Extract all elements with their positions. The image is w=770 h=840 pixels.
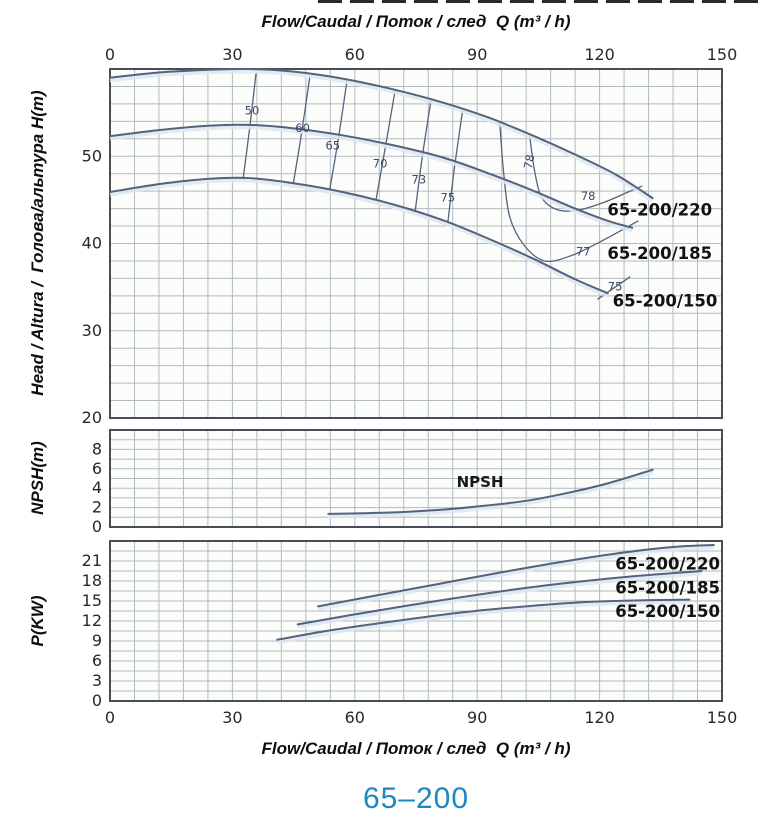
- label-NPSH: NPSH: [457, 473, 504, 491]
- head-curve-65-200-185: [109, 123, 634, 229]
- head-curve-65-200-150: [109, 176, 609, 295]
- xtick-top: 0: [105, 45, 115, 64]
- power-curve-65-200-185: [296, 570, 703, 626]
- efficiency-contour-78: [528, 133, 643, 212]
- npsh-ytick: 0: [92, 517, 102, 536]
- xtick-bottom: 90: [467, 708, 487, 727]
- power-ytick: 3: [92, 671, 102, 690]
- head-frame: [109, 68, 723, 419]
- xtick-top: 120: [584, 45, 615, 64]
- label-50: 50: [245, 103, 260, 117]
- power-ytick: 0: [92, 691, 102, 710]
- label-65-200-220: 65-200/220: [615, 555, 720, 574]
- power-ytick: 12: [82, 611, 102, 630]
- npsh-frame: [109, 429, 723, 528]
- xtick-bottom: 150: [707, 708, 738, 727]
- efficiency-contour-60: [292, 75, 311, 185]
- xtick-bottom: 30: [222, 708, 242, 727]
- npsh-curve-NPSH: [327, 468, 654, 515]
- efficiency-contour-70: [375, 89, 396, 200]
- npsh-ytick: 2: [92, 498, 102, 517]
- label-70: 70: [373, 157, 388, 171]
- label-77: 77: [576, 245, 591, 259]
- xtick-top: 30: [222, 45, 242, 64]
- label-65-200-185: 65-200/185: [607, 244, 712, 263]
- label-65-200-220: 65-200/220: [607, 201, 712, 220]
- power-ytick: 9: [92, 631, 102, 650]
- power-ytick: 21: [82, 551, 102, 570]
- xtick-bottom: 0: [105, 708, 115, 727]
- bottom-axis-title: Flow/Caudal / Поток / след Q (m³ / h): [261, 739, 571, 758]
- power-ytick: 18: [82, 571, 102, 590]
- label-75: 75: [441, 191, 456, 205]
- power-ytick: 15: [82, 591, 102, 610]
- xtick-bottom: 120: [584, 708, 615, 727]
- head-ytick: 30: [82, 321, 102, 340]
- top-axis-title: Flow/Caudal / Поток / след Q (m³ / h): [261, 12, 571, 31]
- xtick-top: 150: [707, 45, 738, 64]
- label-60: 60: [295, 121, 310, 135]
- power-ytick: 6: [92, 651, 102, 670]
- power-frame: [109, 540, 723, 702]
- label-78: 78: [581, 189, 596, 203]
- page-title: 65–200: [362, 782, 470, 815]
- efficiency-contour-75: [447, 108, 464, 223]
- head-ytick: 50: [82, 146, 102, 165]
- head-curve-65-200-220: [109, 67, 654, 200]
- efficiency-contour-65: [329, 80, 348, 189]
- label-78: 78: [521, 153, 537, 170]
- label-65-200-150: 65-200/150: [615, 602, 720, 621]
- cropped-text-top: [318, 0, 765, 3]
- npsh-ytick: 6: [92, 459, 102, 478]
- label-65: 65: [325, 138, 340, 152]
- efficiency-contour-77: [498, 121, 639, 263]
- head-ytick: 20: [82, 408, 102, 427]
- head-ytick: 40: [82, 234, 102, 253]
- power-curve-65-200-220: [317, 544, 715, 608]
- label-75: 75: [608, 280, 623, 294]
- npsh-ytick: 4: [92, 478, 102, 497]
- power-curve-65-200-150: [276, 598, 691, 641]
- efficiency-contour-73: [414, 99, 432, 212]
- xtick-top: 90: [467, 45, 487, 64]
- label-73: 73: [412, 172, 427, 186]
- npsh-ytick: 8: [92, 439, 102, 458]
- label-65-200-185: 65-200/185: [615, 579, 720, 598]
- label-65-200-150: 65-200/150: [613, 291, 718, 310]
- xtick-bottom: 60: [345, 708, 365, 727]
- xtick-top: 60: [345, 45, 365, 64]
